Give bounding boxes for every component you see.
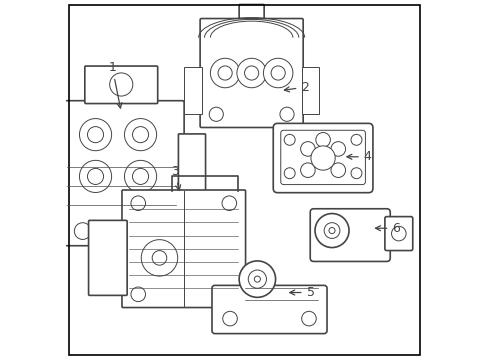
- Circle shape: [310, 146, 335, 170]
- Circle shape: [350, 168, 361, 179]
- Circle shape: [314, 213, 348, 248]
- FancyBboxPatch shape: [122, 190, 245, 307]
- Text: 1: 1: [108, 61, 122, 108]
- Circle shape: [124, 160, 156, 193]
- FancyBboxPatch shape: [301, 67, 319, 114]
- FancyBboxPatch shape: [309, 209, 389, 261]
- FancyBboxPatch shape: [200, 18, 303, 127]
- Circle shape: [391, 226, 405, 241]
- Circle shape: [87, 127, 103, 143]
- Circle shape: [350, 134, 361, 145]
- FancyBboxPatch shape: [84, 66, 157, 104]
- FancyBboxPatch shape: [88, 220, 127, 296]
- Circle shape: [324, 222, 339, 238]
- Text: 3: 3: [170, 165, 180, 190]
- FancyBboxPatch shape: [58, 101, 184, 246]
- Text: 5: 5: [289, 286, 314, 299]
- Circle shape: [330, 163, 345, 177]
- Circle shape: [210, 58, 240, 88]
- Circle shape: [74, 223, 91, 239]
- Circle shape: [284, 134, 295, 145]
- Circle shape: [109, 73, 133, 96]
- Circle shape: [132, 127, 148, 143]
- Circle shape: [315, 132, 330, 147]
- Circle shape: [80, 160, 111, 193]
- Circle shape: [218, 66, 232, 80]
- FancyBboxPatch shape: [384, 217, 412, 251]
- Circle shape: [244, 66, 258, 80]
- Circle shape: [300, 163, 315, 177]
- Circle shape: [301, 311, 316, 326]
- Circle shape: [223, 311, 237, 326]
- Circle shape: [138, 223, 155, 239]
- Circle shape: [270, 66, 285, 80]
- Text: 6: 6: [375, 222, 400, 235]
- Circle shape: [131, 196, 145, 211]
- Circle shape: [152, 251, 166, 265]
- Text: 2: 2: [284, 81, 308, 94]
- Circle shape: [248, 270, 266, 288]
- Circle shape: [330, 141, 345, 156]
- Circle shape: [236, 58, 266, 88]
- Circle shape: [279, 107, 293, 121]
- Circle shape: [222, 287, 236, 302]
- Circle shape: [328, 228, 334, 234]
- Text: 4: 4: [346, 150, 371, 163]
- Circle shape: [209, 107, 223, 121]
- Circle shape: [222, 196, 236, 211]
- FancyBboxPatch shape: [239, 5, 264, 32]
- Circle shape: [263, 58, 292, 88]
- Circle shape: [87, 168, 103, 184]
- FancyBboxPatch shape: [178, 134, 205, 193]
- Circle shape: [131, 287, 145, 302]
- Circle shape: [80, 118, 111, 151]
- Circle shape: [284, 168, 295, 179]
- FancyBboxPatch shape: [183, 67, 201, 114]
- Circle shape: [132, 168, 148, 184]
- FancyBboxPatch shape: [273, 123, 372, 193]
- FancyBboxPatch shape: [212, 285, 326, 334]
- Circle shape: [141, 240, 177, 276]
- Circle shape: [254, 276, 260, 282]
- Circle shape: [239, 261, 275, 297]
- Circle shape: [300, 141, 315, 156]
- FancyBboxPatch shape: [27, 134, 64, 219]
- Circle shape: [124, 118, 156, 151]
